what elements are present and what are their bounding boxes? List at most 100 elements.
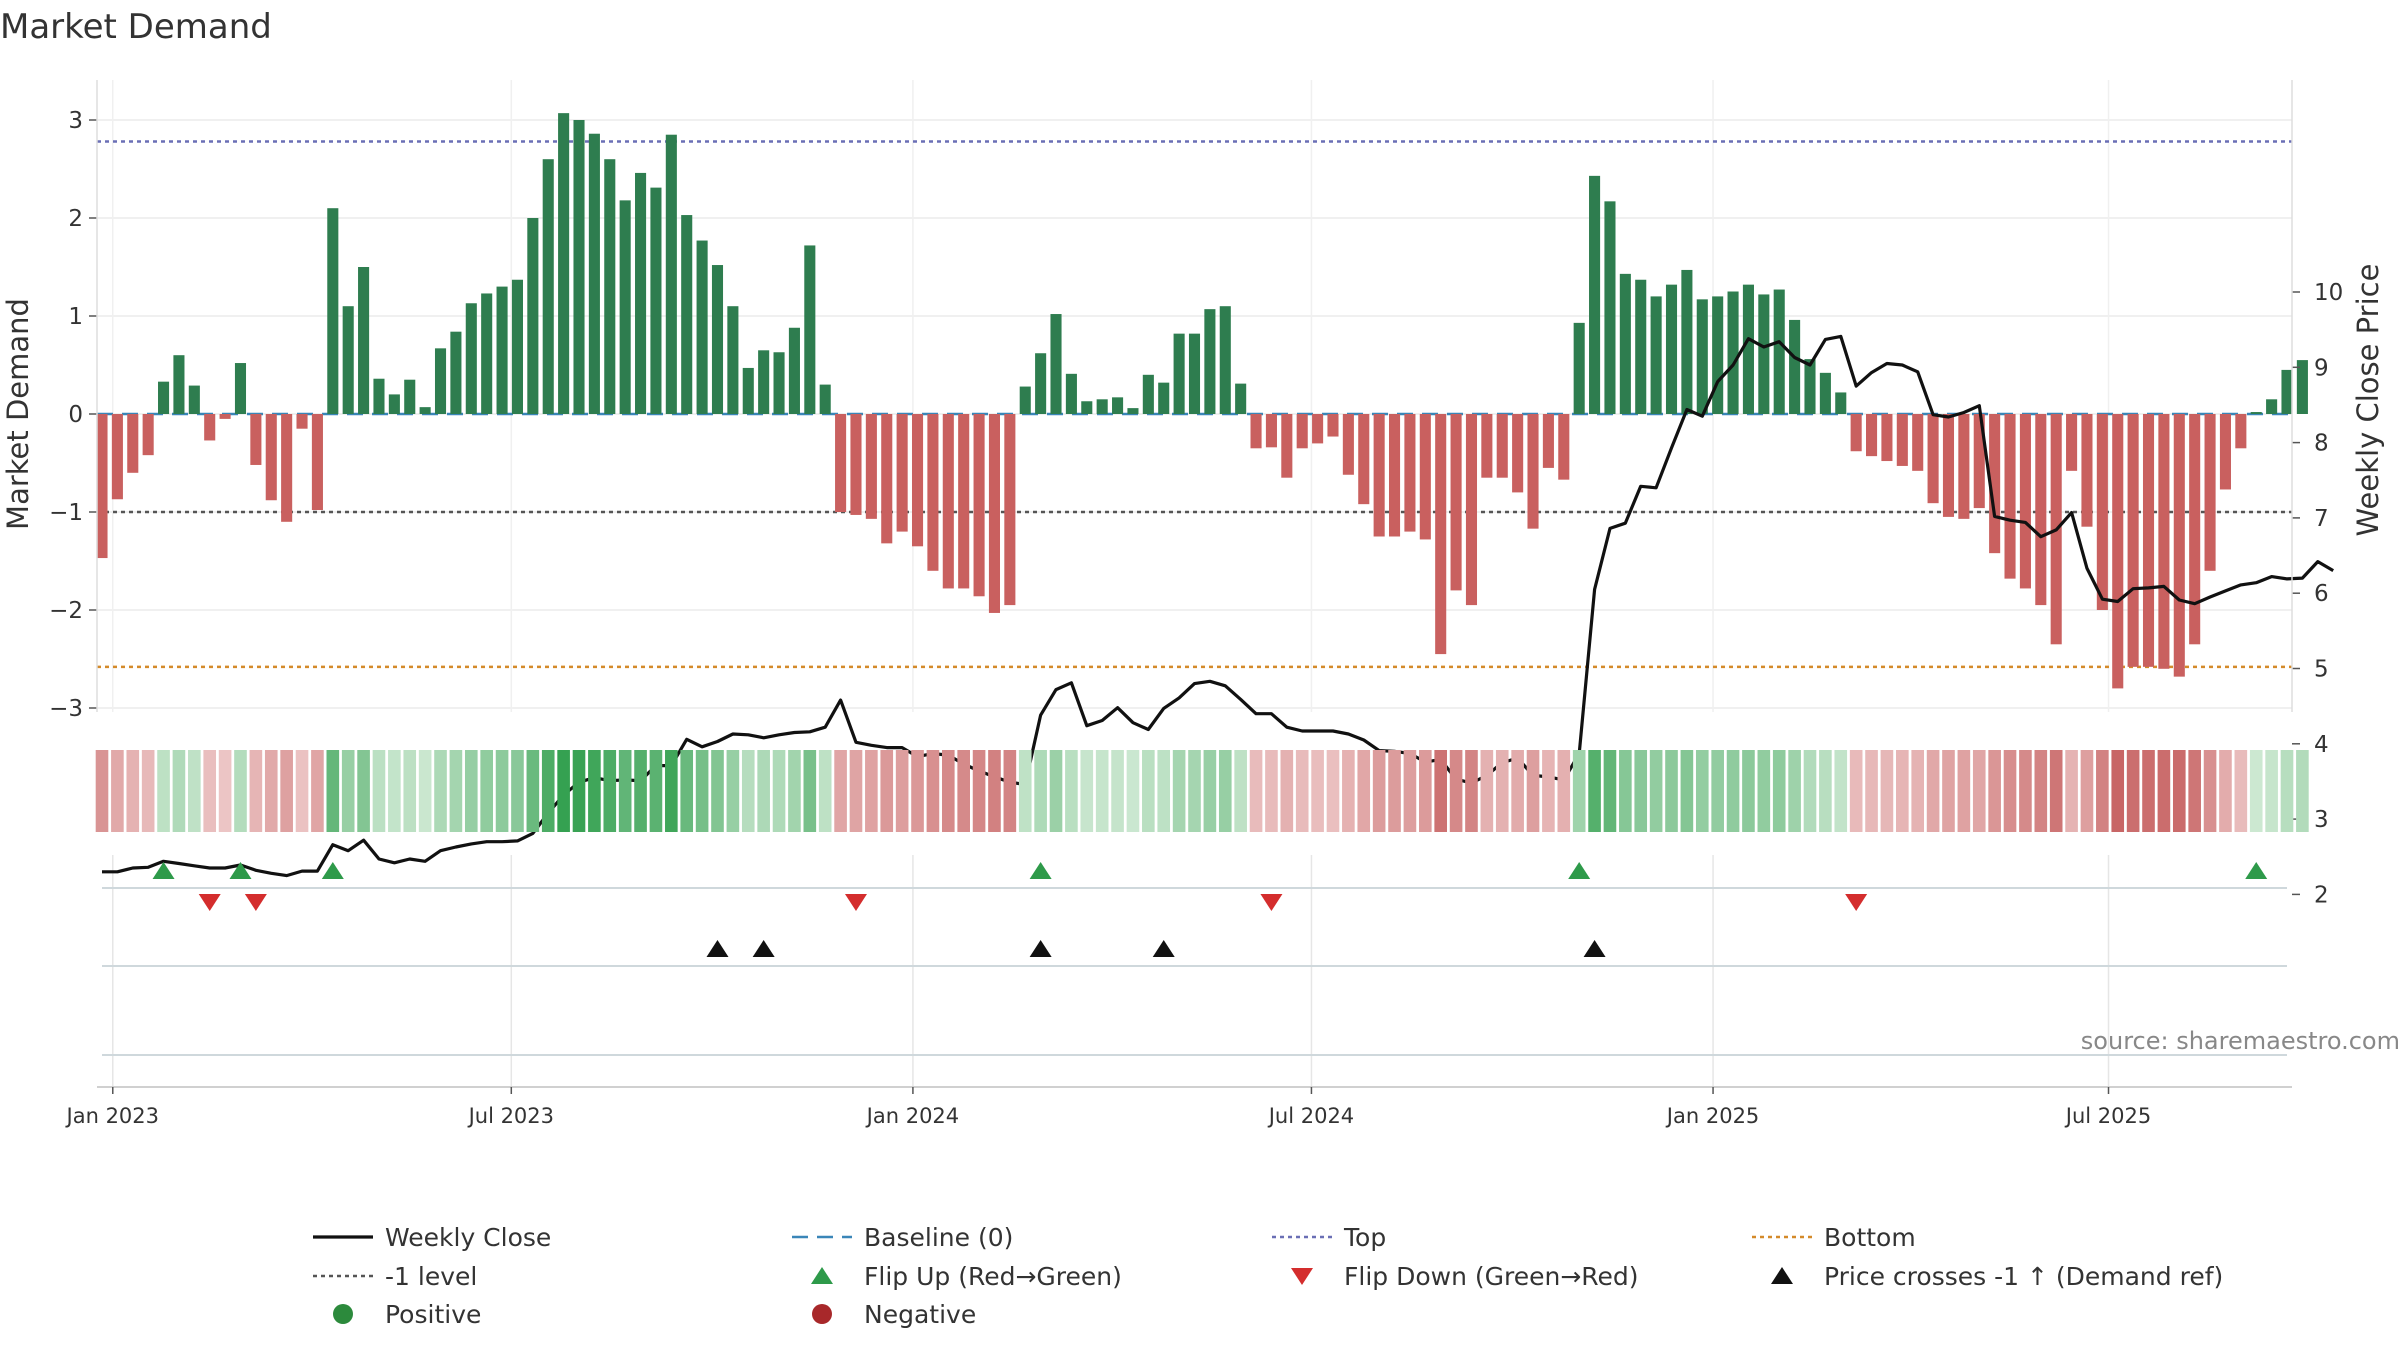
demand-bar [711, 265, 724, 414]
x-axis: Jan 2023 Jul 2023 Jan 2024 Jul 2024 Jan 2025… [65, 1086, 2292, 1128]
demand-bar [1635, 279, 1647, 414]
heat-cell [1634, 750, 1648, 832]
demand-bar [1958, 414, 1970, 519]
flip-down-marker [844, 894, 867, 911]
demand-bar [281, 414, 293, 522]
heat-cell [1834, 750, 1848, 832]
demand-bar [2096, 414, 2108, 610]
demand-bar [1758, 294, 1770, 414]
demand-bar [342, 306, 354, 414]
demand-bar [1219, 306, 1231, 414]
heat-cell [1572, 750, 1586, 832]
demand-bars [96, 113, 2308, 689]
demand-bar [1681, 269, 1693, 414]
heat-cell [818, 750, 832, 832]
heat-cell [249, 750, 263, 832]
heat-cell [172, 750, 186, 832]
demand-bar [1650, 296, 1662, 414]
demand-bar [2235, 414, 2247, 449]
legend-item: Flip Up (Red→Green) [811, 1262, 1122, 1291]
heat-cell [988, 750, 1001, 832]
event-markers [102, 862, 2287, 1056]
heat-cell [680, 750, 694, 832]
heat-cell [1542, 750, 1555, 832]
demand-bar [942, 414, 954, 589]
legend-item: Negative [812, 1300, 976, 1329]
heat-cell [1126, 750, 1140, 832]
heat-cell [464, 750, 478, 832]
heat-cell [880, 750, 894, 832]
demand-bar [1235, 383, 1247, 414]
legend-label: Price crosses -1 ↑ (Demand ref) [1824, 1262, 2223, 1291]
heat-cell [480, 750, 493, 832]
demand-bar [434, 348, 447, 414]
heat-cell [1988, 750, 2001, 832]
demand-bar [2204, 414, 2216, 571]
heat-cell [2219, 750, 2232, 832]
demand-bar [1512, 414, 1524, 493]
demand-bar [1604, 201, 1616, 414]
heat-cell [757, 750, 770, 832]
demand-bar [327, 208, 339, 414]
heat-cell [711, 750, 724, 832]
heat-cell [741, 750, 755, 832]
demand-bar [1542, 414, 1554, 468]
heat-cell [649, 750, 663, 832]
legend-label: Baseline (0) [864, 1223, 1013, 1252]
demand-bar [1927, 414, 1939, 504]
heat-cell [403, 750, 417, 832]
demand-bar [511, 279, 523, 414]
heat-cell [2049, 750, 2063, 832]
heat-cell [1680, 750, 1694, 832]
heat-cell [1819, 750, 1832, 832]
demand-bar [465, 303, 477, 414]
weekly-close-series [102, 334, 2335, 878]
heat-cell [1357, 750, 1371, 832]
demand-bar [958, 414, 970, 589]
flip-down-marker [244, 894, 267, 911]
demand-bar [973, 414, 985, 597]
flip-up-marker [321, 862, 344, 879]
demand-bar [850, 414, 862, 515]
demand-bar [1419, 414, 1431, 540]
heat-cell [218, 750, 232, 832]
heat-cell [803, 750, 817, 832]
demand-bar [219, 414, 231, 419]
legend-item: Baseline (0) [792, 1223, 1013, 1252]
heat-cell [511, 750, 524, 832]
heat-cell [557, 750, 570, 832]
heat-cell [1403, 750, 1417, 832]
y-axis-label: Market Demand [1, 298, 35, 530]
demand-bar [1696, 299, 1708, 414]
demand-bar [1973, 414, 1985, 509]
heat-cell [326, 750, 340, 832]
demand-bar [681, 215, 693, 414]
x-tick-label: Jul 2024 [1267, 1104, 1354, 1128]
heat-cell [957, 750, 970, 832]
heat-cell [1665, 750, 1678, 832]
demand-bar [1912, 414, 1924, 471]
tick-label-left: −1 [49, 500, 83, 526]
demand-bar [2112, 414, 2124, 689]
demand-bar [835, 414, 847, 512]
heat-cell [1265, 750, 1278, 832]
demand-bar [665, 134, 677, 414]
legend-label: Top [1343, 1223, 1386, 1252]
demand-bar [2142, 414, 2155, 667]
demand-bar [2066, 414, 2078, 471]
tick-label-right: 6 [2314, 581, 2329, 607]
heat-cell [1603, 750, 1617, 832]
demand-bar [696, 240, 708, 414]
demand-bar [250, 414, 262, 465]
grid [97, 80, 2292, 1087]
heat-cell [1018, 750, 1032, 832]
heat-cell [1757, 750, 1771, 832]
heat-cell [2249, 750, 2263, 832]
demand-bar [1881, 414, 1893, 462]
heat-cell [141, 750, 155, 832]
heat-cell [2065, 750, 2078, 832]
demand-bar [2081, 414, 2093, 527]
demand-bar [2127, 414, 2139, 667]
legend: Weekly Close Baseline (0) Top Bottom -1 leve… [313, 1223, 2223, 1329]
demand-bar [1804, 359, 1816, 414]
